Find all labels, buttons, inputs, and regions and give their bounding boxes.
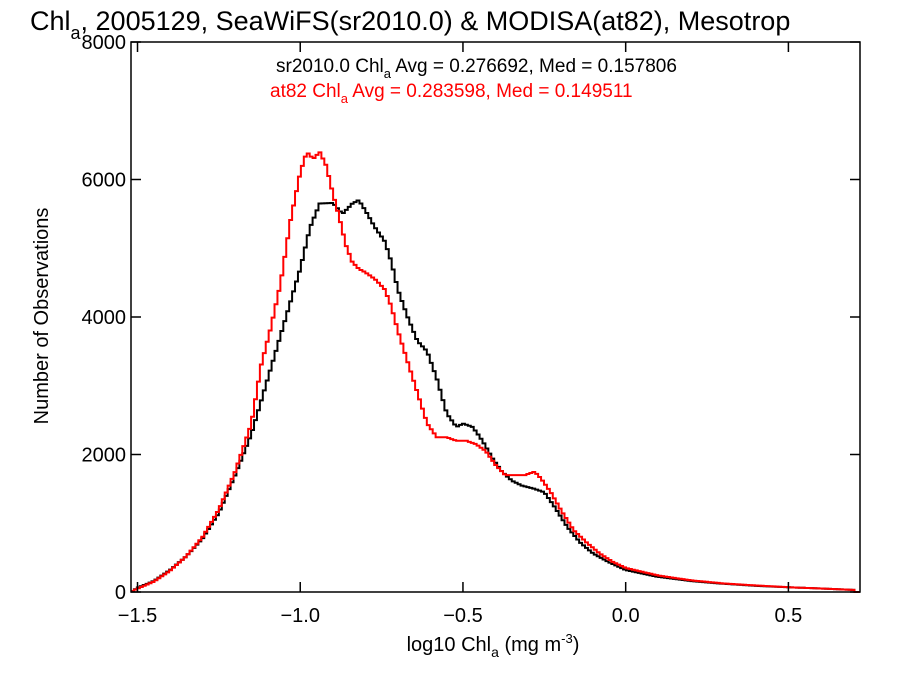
x-axis-label: log10 Chla (mg m-3) — [407, 631, 580, 660]
x-tick-label: −0.5 — [443, 605, 482, 627]
x-tick-label: 0.5 — [774, 605, 802, 627]
legend-at82: at82 Chla Avg = 0.283598, Med = 0.149511 — [270, 81, 633, 106]
y-tick-label: 8000 — [82, 32, 127, 54]
y-tick-label: 6000 — [82, 170, 127, 192]
y-axis-label: Number of Observations — [31, 208, 53, 425]
x-tick-label: −1.0 — [280, 605, 319, 627]
series-layer — [131, 151, 860, 593]
legend-sr2010: sr2010.0 Chla Avg = 0.276692, Med = 0.15… — [276, 56, 677, 81]
x-tick-label: −1.5 — [118, 605, 157, 627]
chart-title: Chla, 2005129, SeaWiFS(sr2010.0) & MODIS… — [30, 6, 790, 43]
y-tick-label: 0 — [115, 582, 126, 604]
x-tick-label: 0.0 — [612, 605, 640, 627]
series-line-at82 — [131, 151, 860, 593]
y-tick-label: 4000 — [82, 307, 127, 329]
y-tick-label: 2000 — [82, 445, 127, 467]
ticks-layer: −1.5 −1.0 −0.5 0.0 0.5 0 2000 4000 6000 8000 — [82, 32, 860, 627]
